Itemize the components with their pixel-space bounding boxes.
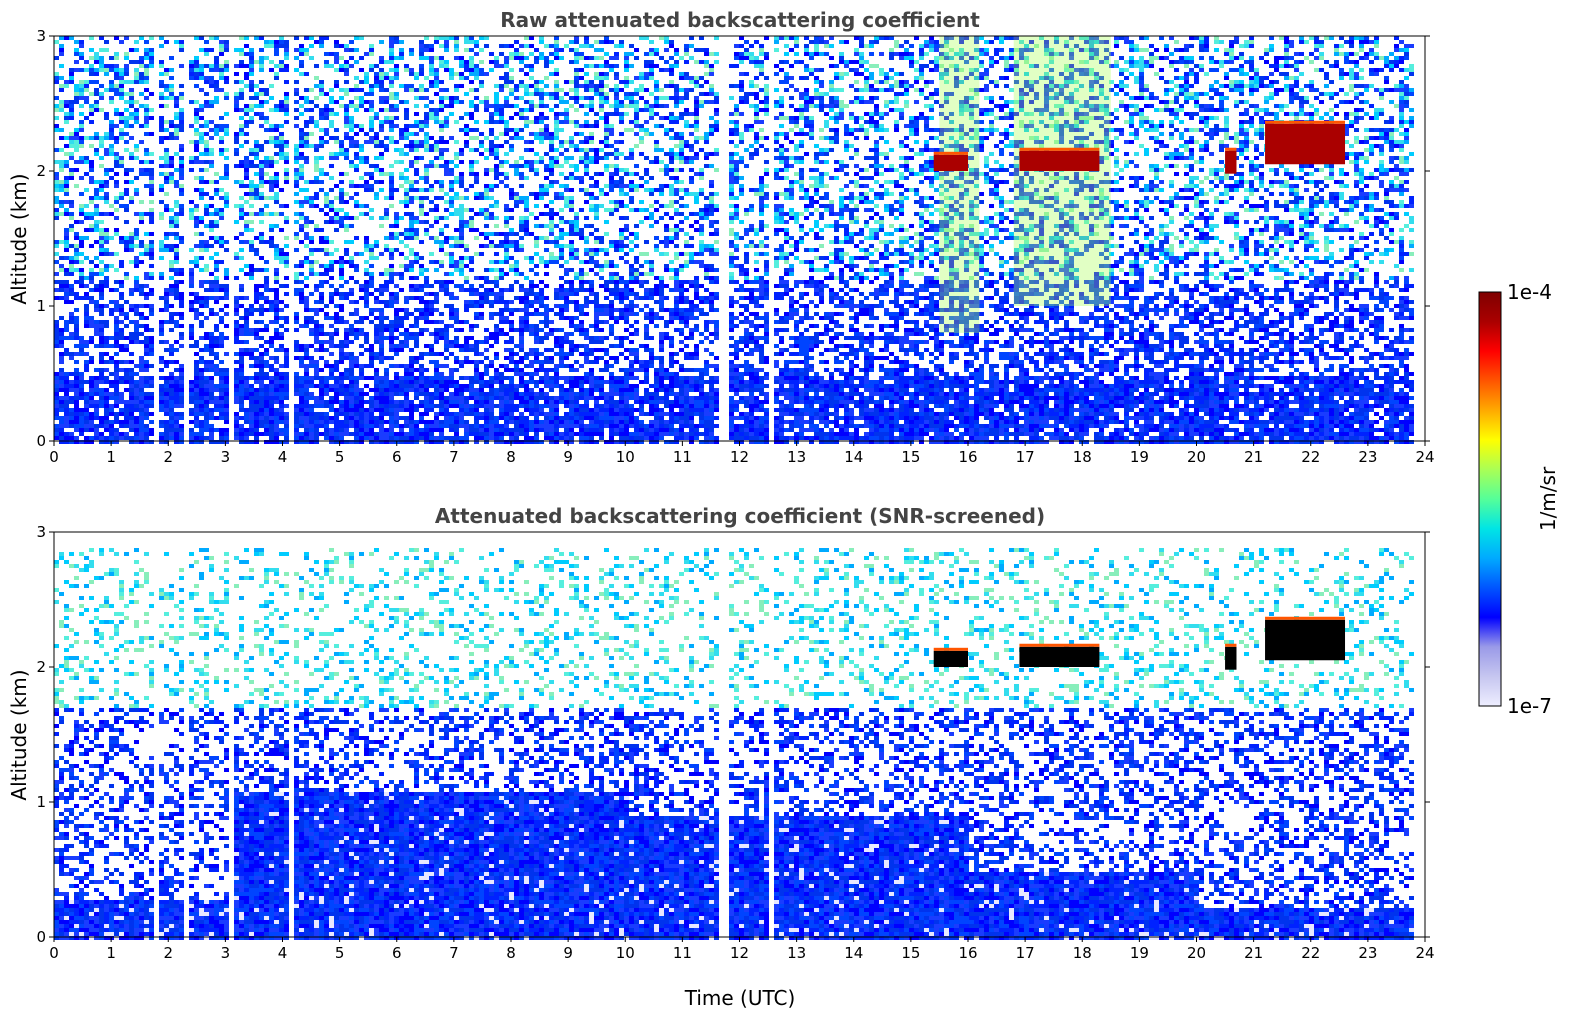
x-tick-label: 8: [506, 448, 516, 466]
x-tick-label: 15: [901, 448, 920, 466]
y-tick-label: 0: [36, 432, 46, 450]
x-tick-label: 12: [730, 448, 749, 466]
cloud-layer: [1265, 121, 1345, 165]
x-tick-label: 24: [1415, 448, 1434, 466]
x-tick-label: 3: [221, 944, 231, 962]
cloud-layer: [1225, 148, 1236, 174]
y-tick-label: 1: [36, 793, 46, 811]
cloud-layer: [934, 152, 968, 171]
x-tick-label: 4: [278, 944, 288, 962]
panel-raw: Raw attenuated backscattering coefficien…: [7, 8, 1435, 466]
plot-area: [54, 532, 1425, 940]
x-tick-label: 16: [958, 944, 977, 962]
x-tick-label: 2: [163, 944, 173, 962]
plot-area: [54, 36, 1425, 444]
y-tick-label: 0: [36, 928, 46, 946]
x-tick-label: 22: [1301, 944, 1320, 962]
colorbar: 1e-4 1e-7 1/m/sr: [1479, 280, 1560, 718]
x-tick-label: 18: [1073, 448, 1092, 466]
colorbar-bar: [1479, 292, 1501, 706]
cloud-layer: [1225, 644, 1236, 670]
panel-snr-screened: Attenuated backscattering coefficient (S…: [7, 504, 1435, 1010]
cloud-layer: [1019, 644, 1099, 667]
x-tick-label: 10: [616, 944, 635, 962]
cloud-layer: [1265, 617, 1345, 661]
x-tick-label: 5: [335, 448, 345, 466]
x-tick-label: 22: [1301, 448, 1320, 466]
x-tick-label: 9: [563, 944, 573, 962]
x-tick-label: 21: [1244, 448, 1263, 466]
x-tick-label: 10: [616, 448, 635, 466]
x-tick-label: 17: [1016, 944, 1035, 962]
x-tick-label: 21: [1244, 944, 1263, 962]
x-axis-ticks: 0 1 2 3 4 5 6 7 8 9 10 11 12 13 14 15 16 17 18 19 20 21 22 23 24: [49, 937, 1434, 962]
x-tick-label: 5: [335, 944, 345, 962]
y-tick-label: 3: [36, 27, 46, 45]
x-tick-label: 3: [221, 448, 231, 466]
x-tick-label: 13: [787, 448, 806, 466]
x-tick-label: 12: [730, 944, 749, 962]
x-tick-label: 7: [449, 448, 459, 466]
x-tick-label: 0: [49, 944, 59, 962]
y-axis-label: Altitude (km): [7, 669, 31, 800]
x-tick-label: 14: [844, 448, 863, 466]
x-axis-label: Time (UTC): [684, 986, 796, 1010]
x-tick-label: 19: [1130, 448, 1149, 466]
panel-title: Raw attenuated backscattering coefficien…: [500, 8, 980, 32]
x-tick-label: 17: [1016, 448, 1035, 466]
x-tick-label: 11: [673, 448, 692, 466]
x-tick-label: 20: [1187, 944, 1206, 962]
x-tick-label: 0: [49, 448, 59, 466]
x-tick-label: 6: [392, 944, 402, 962]
y-axis-label: Altitude (km): [7, 173, 31, 304]
colorbar-min-label: 1e-7: [1507, 694, 1552, 718]
x-tick-label: 13: [787, 944, 806, 962]
x-tick-label: 1: [106, 944, 116, 962]
x-tick-label: 14: [844, 944, 863, 962]
cloud-layer: [1019, 148, 1099, 171]
x-tick-label: 7: [449, 944, 459, 962]
x-tick-label: 16: [958, 448, 977, 466]
x-tick-label: 1: [106, 448, 116, 466]
x-tick-label: 20: [1187, 448, 1206, 466]
x-tick-label: 15: [901, 944, 920, 962]
x-tick-label: 11: [673, 944, 692, 962]
x-axis-ticks: 0 1 2 3 4 5 6 7 8 9 10 11 12 13 14 15 16 17 18 19 20 21 22 23 24: [49, 441, 1434, 466]
colorbar-max-label: 1e-4: [1507, 280, 1552, 304]
cloud-layer: [934, 648, 968, 667]
x-tick-label: 24: [1415, 944, 1434, 962]
aerosol-plume: [939, 36, 979, 333]
y-tick-label: 3: [36, 523, 46, 541]
x-tick-label: 23: [1358, 448, 1377, 466]
x-tick-label: 9: [563, 448, 573, 466]
y-tick-label: 2: [36, 658, 46, 676]
colorbar-unit-label: 1/m/sr: [1536, 466, 1560, 531]
panel-title: Attenuated backscattering coefficient (S…: [435, 504, 1045, 528]
x-tick-label: 6: [392, 448, 402, 466]
backscatter-texture: [54, 36, 1414, 444]
x-tick-label: 4: [278, 448, 288, 466]
x-tick-label: 19: [1130, 944, 1149, 962]
x-tick-label: 2: [163, 448, 173, 466]
x-tick-label: 18: [1073, 944, 1092, 962]
x-tick-label: 8: [506, 944, 516, 962]
x-tick-label: 23: [1358, 944, 1377, 962]
y-tick-label: 2: [36, 162, 46, 180]
y-tick-label: 1: [36, 297, 46, 315]
